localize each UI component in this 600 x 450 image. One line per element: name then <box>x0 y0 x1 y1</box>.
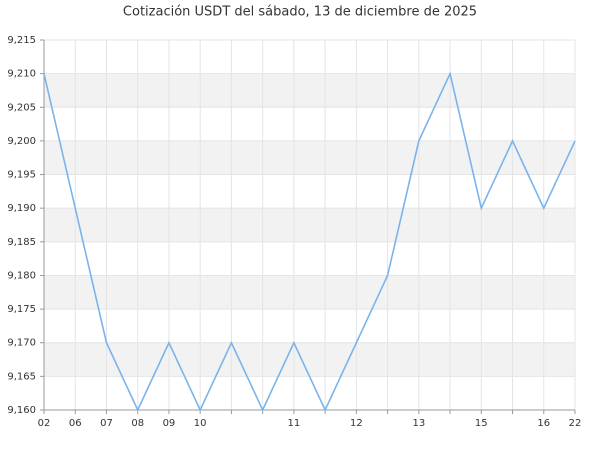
x-tick-label: 10 <box>194 418 207 429</box>
y-tick-label: 9,190 <box>7 203 36 214</box>
x-tick-label: 08 <box>131 418 144 429</box>
x-tick-label: 13 <box>412 418 425 429</box>
y-tick-label: 9,210 <box>7 69 36 80</box>
x-tick-label: 07 <box>100 418 113 429</box>
y-tick-label: 9,185 <box>7 237 36 248</box>
y-tick-label: 9,170 <box>7 338 36 349</box>
x-tick-label: 22 <box>569 418 582 429</box>
grid-band <box>44 208 575 242</box>
x-tick-label: 12 <box>350 418 363 429</box>
x-tick-label: 02 <box>38 418 51 429</box>
y-tick-label: 9,165 <box>7 371 36 382</box>
x-tick-label: 16 <box>537 418 550 429</box>
grid-band <box>44 73 575 108</box>
grid-band <box>44 140 575 175</box>
grid-band <box>44 342 575 377</box>
grid-band <box>44 275 575 310</box>
y-tick-label: 9,205 <box>7 102 36 113</box>
y-tick-label: 9,180 <box>7 270 36 281</box>
x-tick-label: 06 <box>69 418 82 429</box>
line-series <box>43 71 576 412</box>
y-tick-label: 9,160 <box>7 405 36 416</box>
x-tick-label: 11 <box>288 418 301 429</box>
x-tick-label: 15 <box>475 418 488 429</box>
y-tick-label: 9,175 <box>7 304 36 315</box>
y-tick-label: 9,215 <box>7 35 36 46</box>
y-tick-label: 9,200 <box>7 136 36 147</box>
x-tick-label: 09 <box>163 418 176 429</box>
chart-title: Cotización USDT del sábado, 13 de diciem… <box>123 5 477 20</box>
y-tick-label: 9,195 <box>7 170 36 181</box>
